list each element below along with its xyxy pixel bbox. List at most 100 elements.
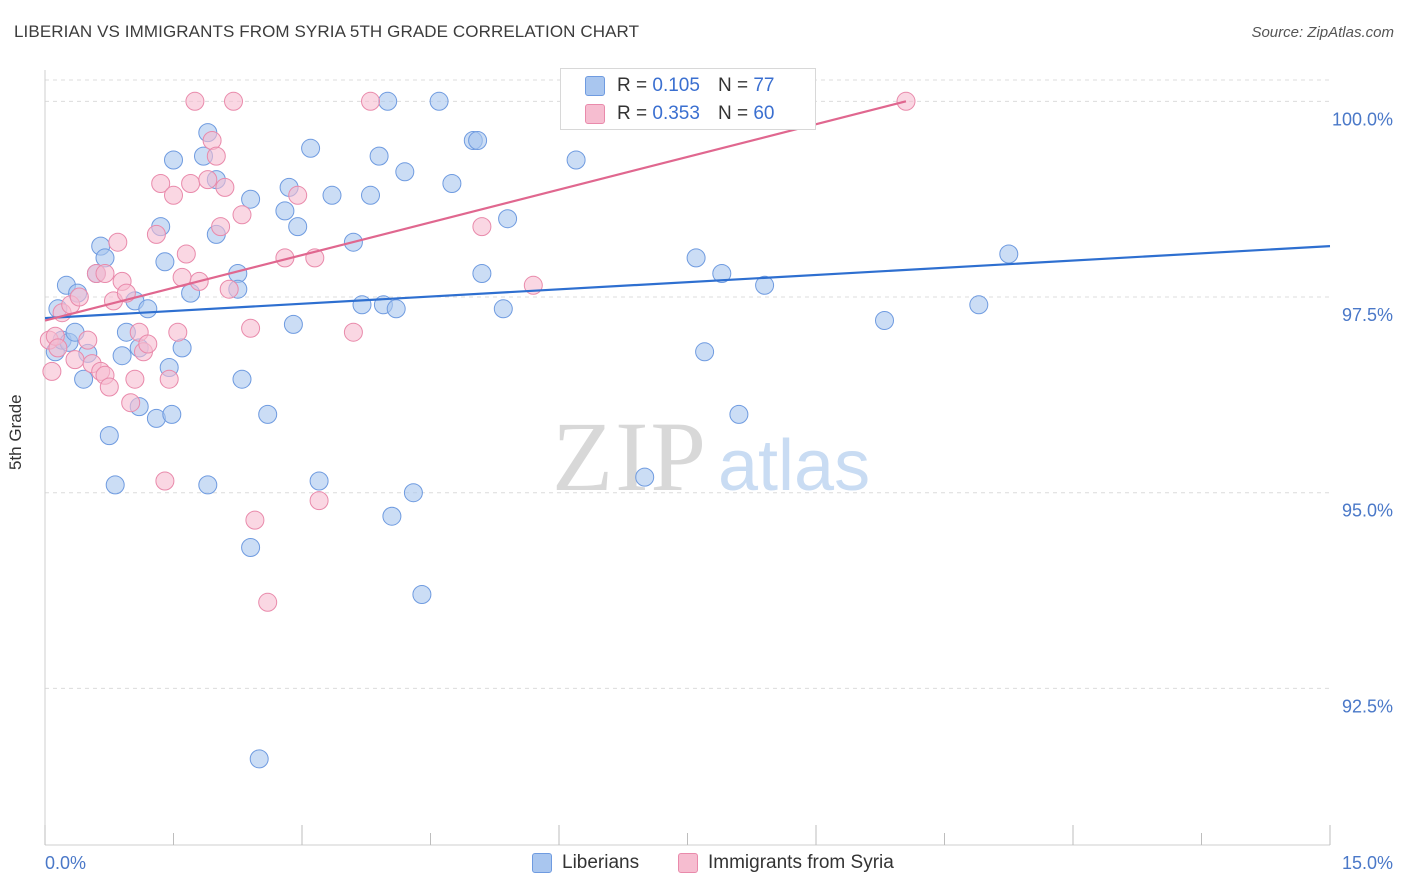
- series-syria: [39, 91, 916, 612]
- syria-point: [896, 91, 916, 111]
- liberians-point: [288, 217, 308, 237]
- liberians-point: [241, 189, 261, 209]
- liberians-point: [969, 295, 989, 315]
- liberians-point: [429, 91, 449, 111]
- syria-point: [155, 471, 175, 491]
- chart-title: LIBERIAN VS IMMIGRANTS FROM SYRIA 5TH GR…: [14, 22, 640, 41]
- liberians-point: [686, 248, 706, 268]
- liberians-point: [74, 369, 94, 389]
- source-label: Source: ZipAtlas.com: [1251, 24, 1394, 41]
- syria-point: [176, 244, 196, 264]
- syria-point: [65, 350, 85, 370]
- syria-point: [121, 393, 141, 413]
- liberians-point: [712, 264, 732, 283]
- liberians-point: [309, 471, 329, 491]
- legend-label-syria: Immigrants from Syria: [708, 852, 894, 873]
- legend-n-label: N =: [717, 103, 749, 124]
- legend-r-value: 0.105: [652, 75, 700, 96]
- liberians-point: [275, 201, 295, 221]
- liberians-point: [369, 146, 389, 166]
- liberians-point: [378, 91, 398, 111]
- liberians-point: [164, 150, 183, 170]
- legend-swatch-blue: [532, 853, 552, 873]
- syria-point: [232, 205, 252, 225]
- liberians-point: [241, 538, 261, 557]
- liberians-point: [361, 185, 380, 205]
- syria-point: [95, 264, 115, 283]
- syria-point: [181, 174, 201, 193]
- syria-point: [151, 174, 171, 193]
- liberians-point: [875, 311, 894, 330]
- liberians-point: [382, 506, 402, 526]
- liberians-point: [412, 585, 432, 604]
- legend-swatch-blue: [585, 76, 605, 96]
- syria-point: [472, 217, 492, 237]
- y-tick-label: 100.0%: [1332, 109, 1393, 129]
- syria-point: [99, 377, 119, 397]
- legend-label-liberians: Liberians: [562, 852, 640, 873]
- liberians-point: [695, 342, 715, 362]
- syria-point: [309, 491, 329, 511]
- watermark: ZIP atlas: [552, 401, 870, 512]
- liberians-point: [442, 174, 462, 193]
- y-tick-label: 92.5%: [1342, 696, 1393, 716]
- watermark-atlas: atlas: [718, 426, 870, 506]
- liberians-point: [468, 131, 488, 150]
- trend-lines: [44, 100, 1331, 322]
- y-tick-label: 95.0%: [1342, 501, 1393, 521]
- legend-r-label: R =: [617, 103, 648, 124]
- legend-item-syria[interactable]: Immigrants from Syria: [678, 852, 894, 874]
- tick-labels: 100.0% 97.5% 95.0% 92.5% 0.0% 15.0%: [45, 109, 1393, 873]
- legend-item-liberians[interactable]: Liberians: [532, 852, 639, 874]
- series-legend: Liberians Immigrants from Syria: [0, 852, 1406, 878]
- liberians-point: [322, 185, 342, 205]
- syria-point: [288, 185, 308, 205]
- liberians-point: [138, 299, 158, 319]
- watermark-zip: ZIP: [552, 401, 708, 512]
- legend-swatch-pink: [585, 104, 605, 124]
- syria-point: [219, 279, 239, 299]
- syria-point: [224, 91, 243, 111]
- liberians-point: [999, 244, 1019, 264]
- syria-point: [164, 185, 183, 205]
- x-tick-label: 0.0%: [45, 853, 86, 873]
- legend-r-label: R =: [617, 75, 648, 96]
- syria-point: [258, 592, 278, 612]
- syria-point: [343, 322, 363, 342]
- syria-point: [211, 217, 231, 237]
- liberians-point: [386, 299, 406, 319]
- legend-n-value: 60: [753, 103, 775, 124]
- legend-r-value: 0.353: [652, 103, 700, 124]
- syria-point: [69, 287, 89, 307]
- syria-point: [185, 91, 205, 111]
- correlation-legend: R = 0.105 N = 77 R = 0.353 N = 60: [560, 68, 816, 130]
- trend-line-liberians: [44, 245, 1331, 320]
- liberians-point: [352, 295, 372, 315]
- liberians-point: [755, 275, 775, 295]
- series-liberians: [45, 91, 1019, 769]
- syria-point: [198, 170, 218, 190]
- syria-point: [146, 224, 166, 244]
- syria-point: [206, 146, 226, 166]
- syria-point: [215, 177, 235, 197]
- syria-point: [245, 510, 265, 530]
- syria-point: [168, 322, 188, 342]
- trend-line-syria: [44, 100, 907, 322]
- legend-row-liberians: R = 0.105 N = 77: [585, 73, 774, 99]
- syria-point: [159, 369, 179, 389]
- liberians-point: [566, 150, 586, 170]
- liberians-point: [498, 209, 518, 229]
- y-tick-label: 97.5%: [1342, 305, 1393, 325]
- liberians-point: [99, 426, 119, 446]
- liberians-point: [472, 264, 492, 283]
- liberians-point: [301, 138, 321, 158]
- syria-point: [42, 361, 62, 381]
- syria-point: [78, 330, 98, 350]
- liberians-point: [232, 369, 252, 389]
- syria-point: [361, 91, 380, 111]
- syria-point: [108, 232, 128, 252]
- liberians-point: [249, 749, 269, 769]
- liberians-point: [635, 467, 655, 487]
- legend-row-syria: R = 0.353 N = 60: [585, 101, 774, 127]
